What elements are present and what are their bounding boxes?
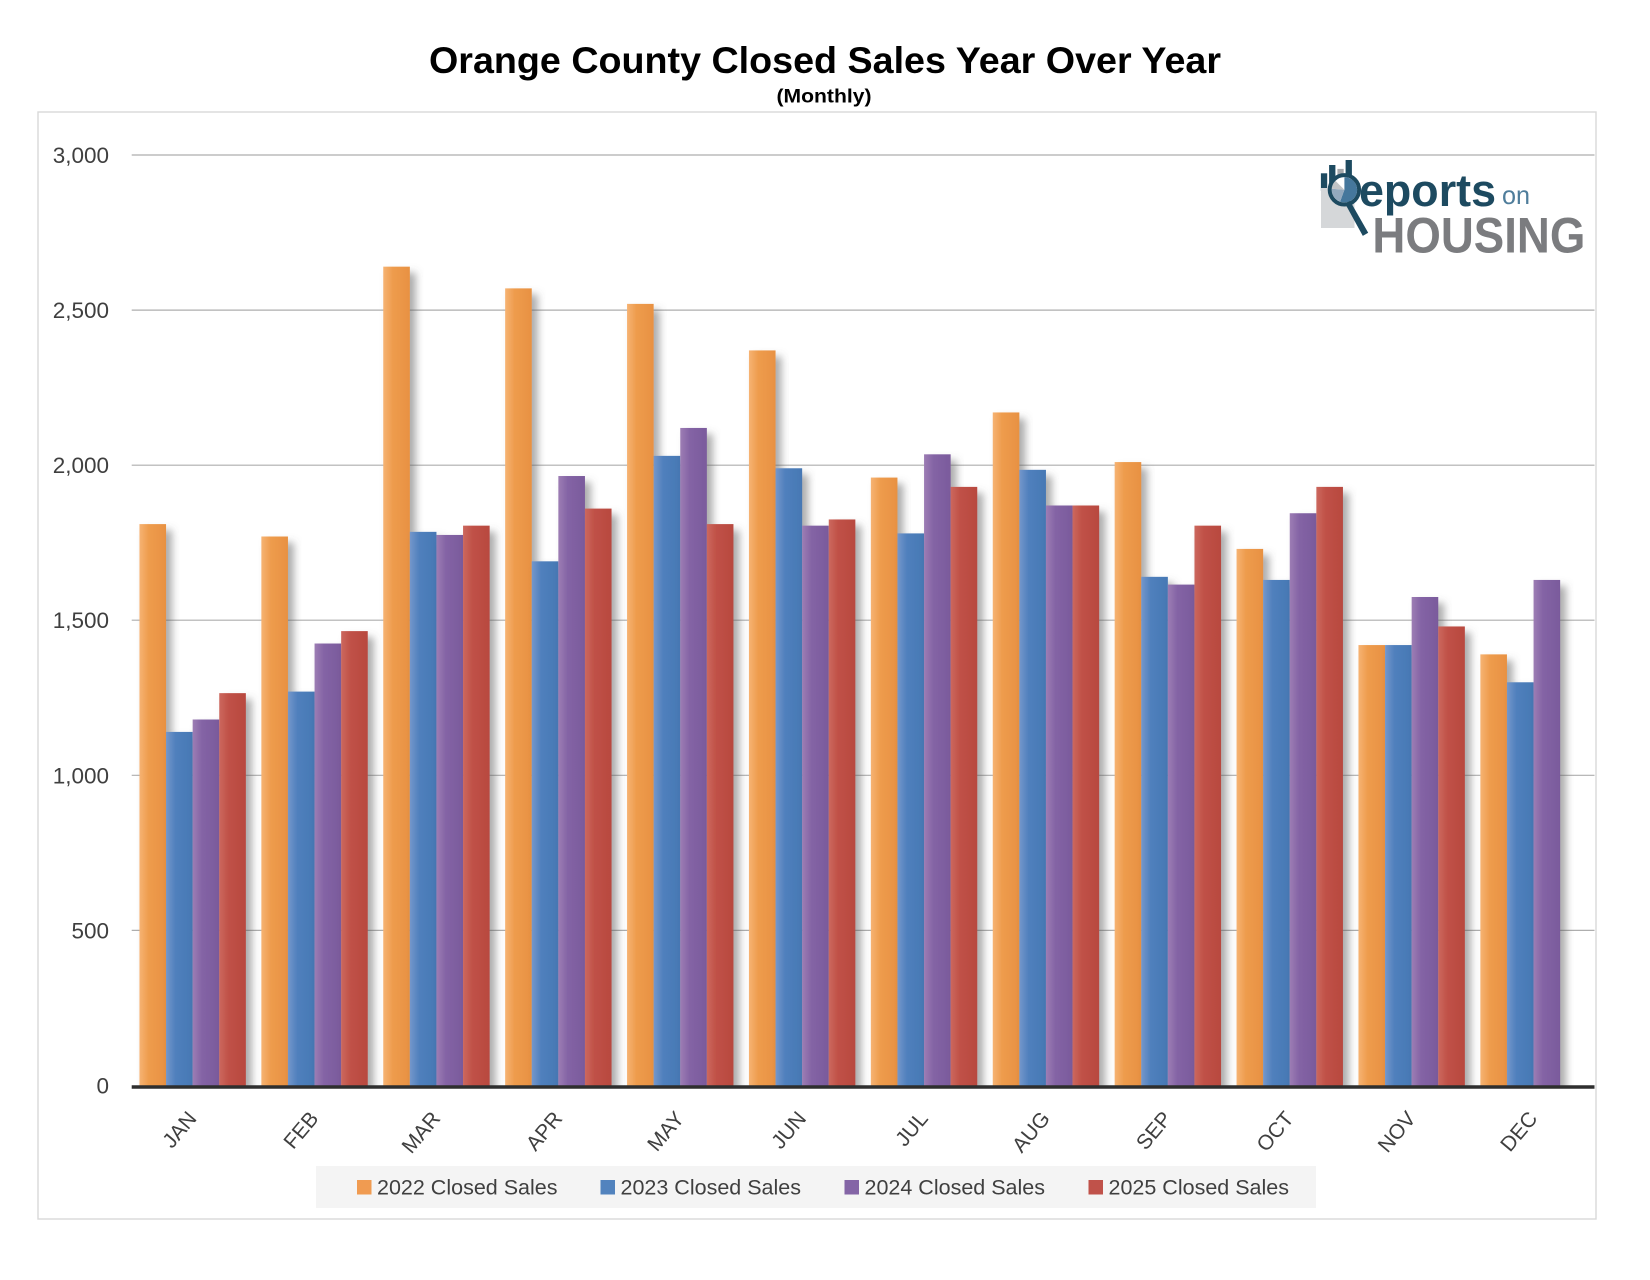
svg-text:HOUSING: HOUSING [1372, 208, 1585, 264]
svg-text:2,500: 2,500 [53, 298, 109, 323]
svg-text:2,000: 2,000 [53, 453, 109, 478]
svg-text:1,000: 1,000 [53, 763, 109, 788]
svg-text:Orange County Closed Sales Yea: Orange County Closed Sales Year Over Yea… [429, 40, 1221, 81]
svg-text:(Monthly): (Monthly) [777, 86, 872, 107]
svg-text:3,000: 3,000 [53, 143, 109, 168]
svg-text:500: 500 [71, 918, 109, 943]
svg-text:eports: eports [1359, 165, 1496, 216]
svg-text:2022 Closed Sales: 2022 Closed Sales [377, 1176, 557, 1200]
svg-text:1,500: 1,500 [53, 608, 109, 633]
svg-text:2025 Closed Sales: 2025 Closed Sales [1109, 1176, 1289, 1200]
svg-text:0: 0 [96, 1074, 109, 1099]
svg-text:on: on [1502, 180, 1530, 210]
svg-text:2023 Closed Sales: 2023 Closed Sales [621, 1176, 801, 1200]
svg-text:2024 Closed Sales: 2024 Closed Sales [865, 1176, 1045, 1200]
